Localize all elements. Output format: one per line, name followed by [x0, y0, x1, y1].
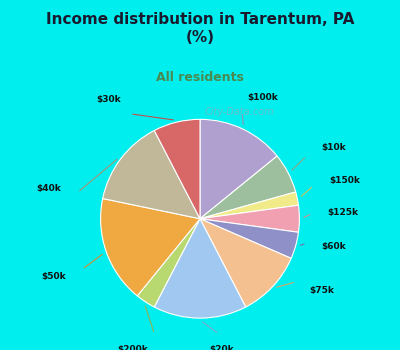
Text: $125k: $125k: [327, 208, 358, 217]
Wedge shape: [200, 192, 298, 219]
Wedge shape: [200, 205, 299, 232]
Wedge shape: [200, 219, 298, 258]
Text: All residents: All residents: [156, 71, 244, 84]
Text: $200k: $200k: [118, 345, 148, 350]
Text: $100k: $100k: [248, 93, 278, 102]
Text: $75k: $75k: [309, 286, 334, 295]
Text: $30k: $30k: [96, 95, 120, 104]
Wedge shape: [200, 219, 291, 307]
Text: $20k: $20k: [210, 345, 234, 350]
Text: $150k: $150k: [329, 176, 360, 186]
Wedge shape: [200, 119, 277, 219]
Text: City-Data.com: City-Data.com: [205, 107, 274, 117]
Text: Income distribution in Tarentum, PA
(%): Income distribution in Tarentum, PA (%): [46, 12, 354, 44]
Text: $60k: $60k: [321, 242, 346, 251]
Text: $10k: $10k: [321, 143, 346, 152]
Text: $50k: $50k: [41, 272, 66, 281]
Wedge shape: [154, 119, 200, 219]
Wedge shape: [101, 198, 200, 296]
Text: $40k: $40k: [36, 184, 61, 194]
Wedge shape: [103, 131, 200, 219]
Wedge shape: [154, 219, 246, 318]
Wedge shape: [137, 219, 200, 307]
Wedge shape: [200, 156, 296, 219]
